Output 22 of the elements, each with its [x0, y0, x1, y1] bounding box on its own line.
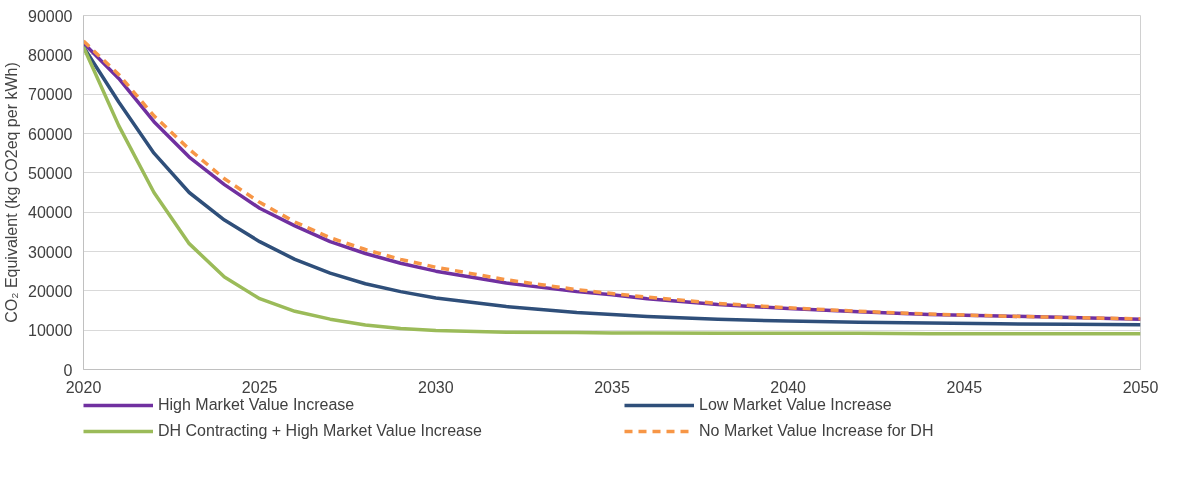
x-tick-label: 2035	[594, 378, 630, 396]
y-tick-label: 40000	[28, 204, 73, 222]
legend-label: High Market Value Increase	[158, 396, 356, 414]
x-tick-label: 2025	[241, 378, 278, 396]
x-tick-label: 2045	[946, 378, 983, 396]
y-axis-title: CO₂ Equivalent (kg CO2eq per kWh)	[3, 62, 21, 323]
x-tick-label: 2040	[770, 378, 807, 396]
legend-label: Low Market Value Increase	[699, 396, 893, 414]
x-tick-label: 2030	[418, 378, 454, 396]
y-tick-label: 60000	[28, 125, 73, 143]
legend-label: DH Contracting + High Market Value Increase	[158, 422, 483, 440]
y-tick-label: 90000	[28, 7, 73, 25]
legend-label: No Market Value Increase for DH	[699, 422, 935, 440]
x-tick-label: 2050	[1122, 378, 1159, 396]
x-tick-label: 2020	[65, 378, 102, 396]
y-tick-label: 20000	[28, 282, 73, 300]
y-tick-label: 30000	[28, 243, 73, 261]
y-tick-label: 10000	[28, 322, 73, 340]
y-tick-label: 70000	[28, 86, 73, 104]
y-tick-label: 0	[63, 361, 73, 379]
y-tick-label: 50000	[28, 164, 73, 182]
y-tick-label: 80000	[28, 46, 73, 64]
